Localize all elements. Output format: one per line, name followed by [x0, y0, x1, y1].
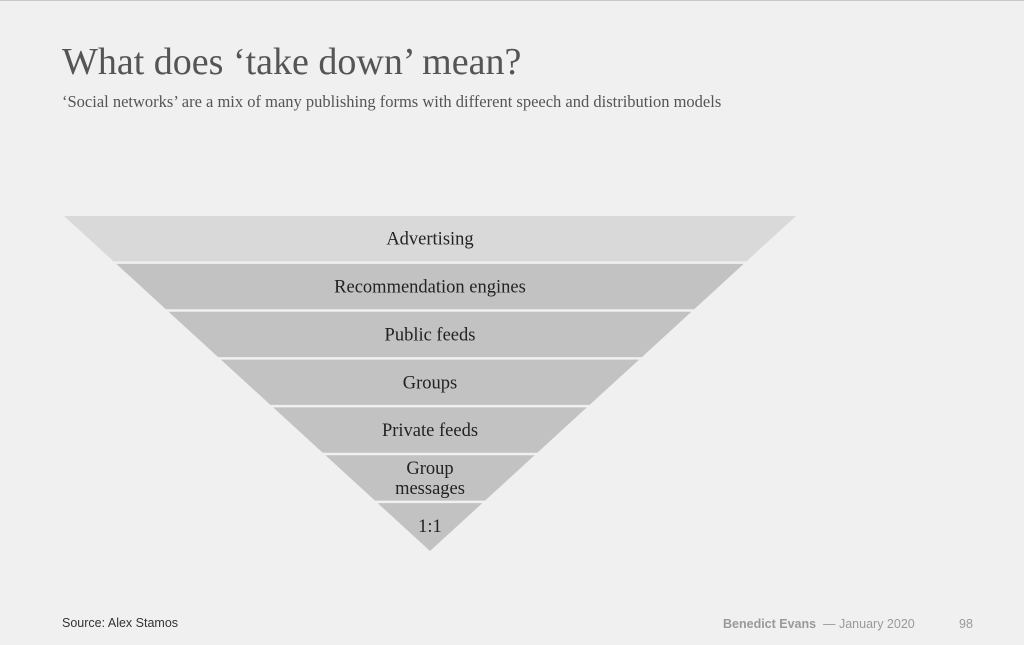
funnel-layer-5	[325, 455, 535, 501]
top-rule	[0, 0, 1024, 1]
funnel-layer-label: 1:1	[418, 517, 442, 537]
funnel-layer-label: Private feeds	[382, 421, 478, 441]
footer-date: — January 2020	[823, 617, 915, 631]
funnel-layer-3	[220, 359, 640, 405]
funnel-layer-6	[377, 503, 483, 551]
funnel-layer-label: Groups	[403, 373, 457, 393]
funnel-layer-1	[116, 263, 744, 310]
funnel-layer-label: Public feeds	[385, 325, 476, 345]
funnel-layer-4	[273, 407, 587, 453]
funnel-layer-label: Recommendation engines	[334, 278, 526, 298]
funnel-layer-label: Group	[406, 459, 453, 479]
funnel-layer-2	[168, 311, 692, 358]
footer-author: Benedict Evans	[723, 617, 817, 631]
slide-subtitle: ‘Social networks’ are a mix of many publ…	[62, 92, 722, 111]
page-number: 98	[959, 617, 973, 631]
funnel-layer-label: Advertising	[386, 230, 473, 250]
slide-title: What does ‘take down’ mean?	[62, 41, 522, 83]
funnel-layer-label: messages	[395, 479, 465, 499]
source-note: Source: Alex Stamos	[62, 616, 179, 630]
funnel-layer-0	[64, 216, 796, 262]
